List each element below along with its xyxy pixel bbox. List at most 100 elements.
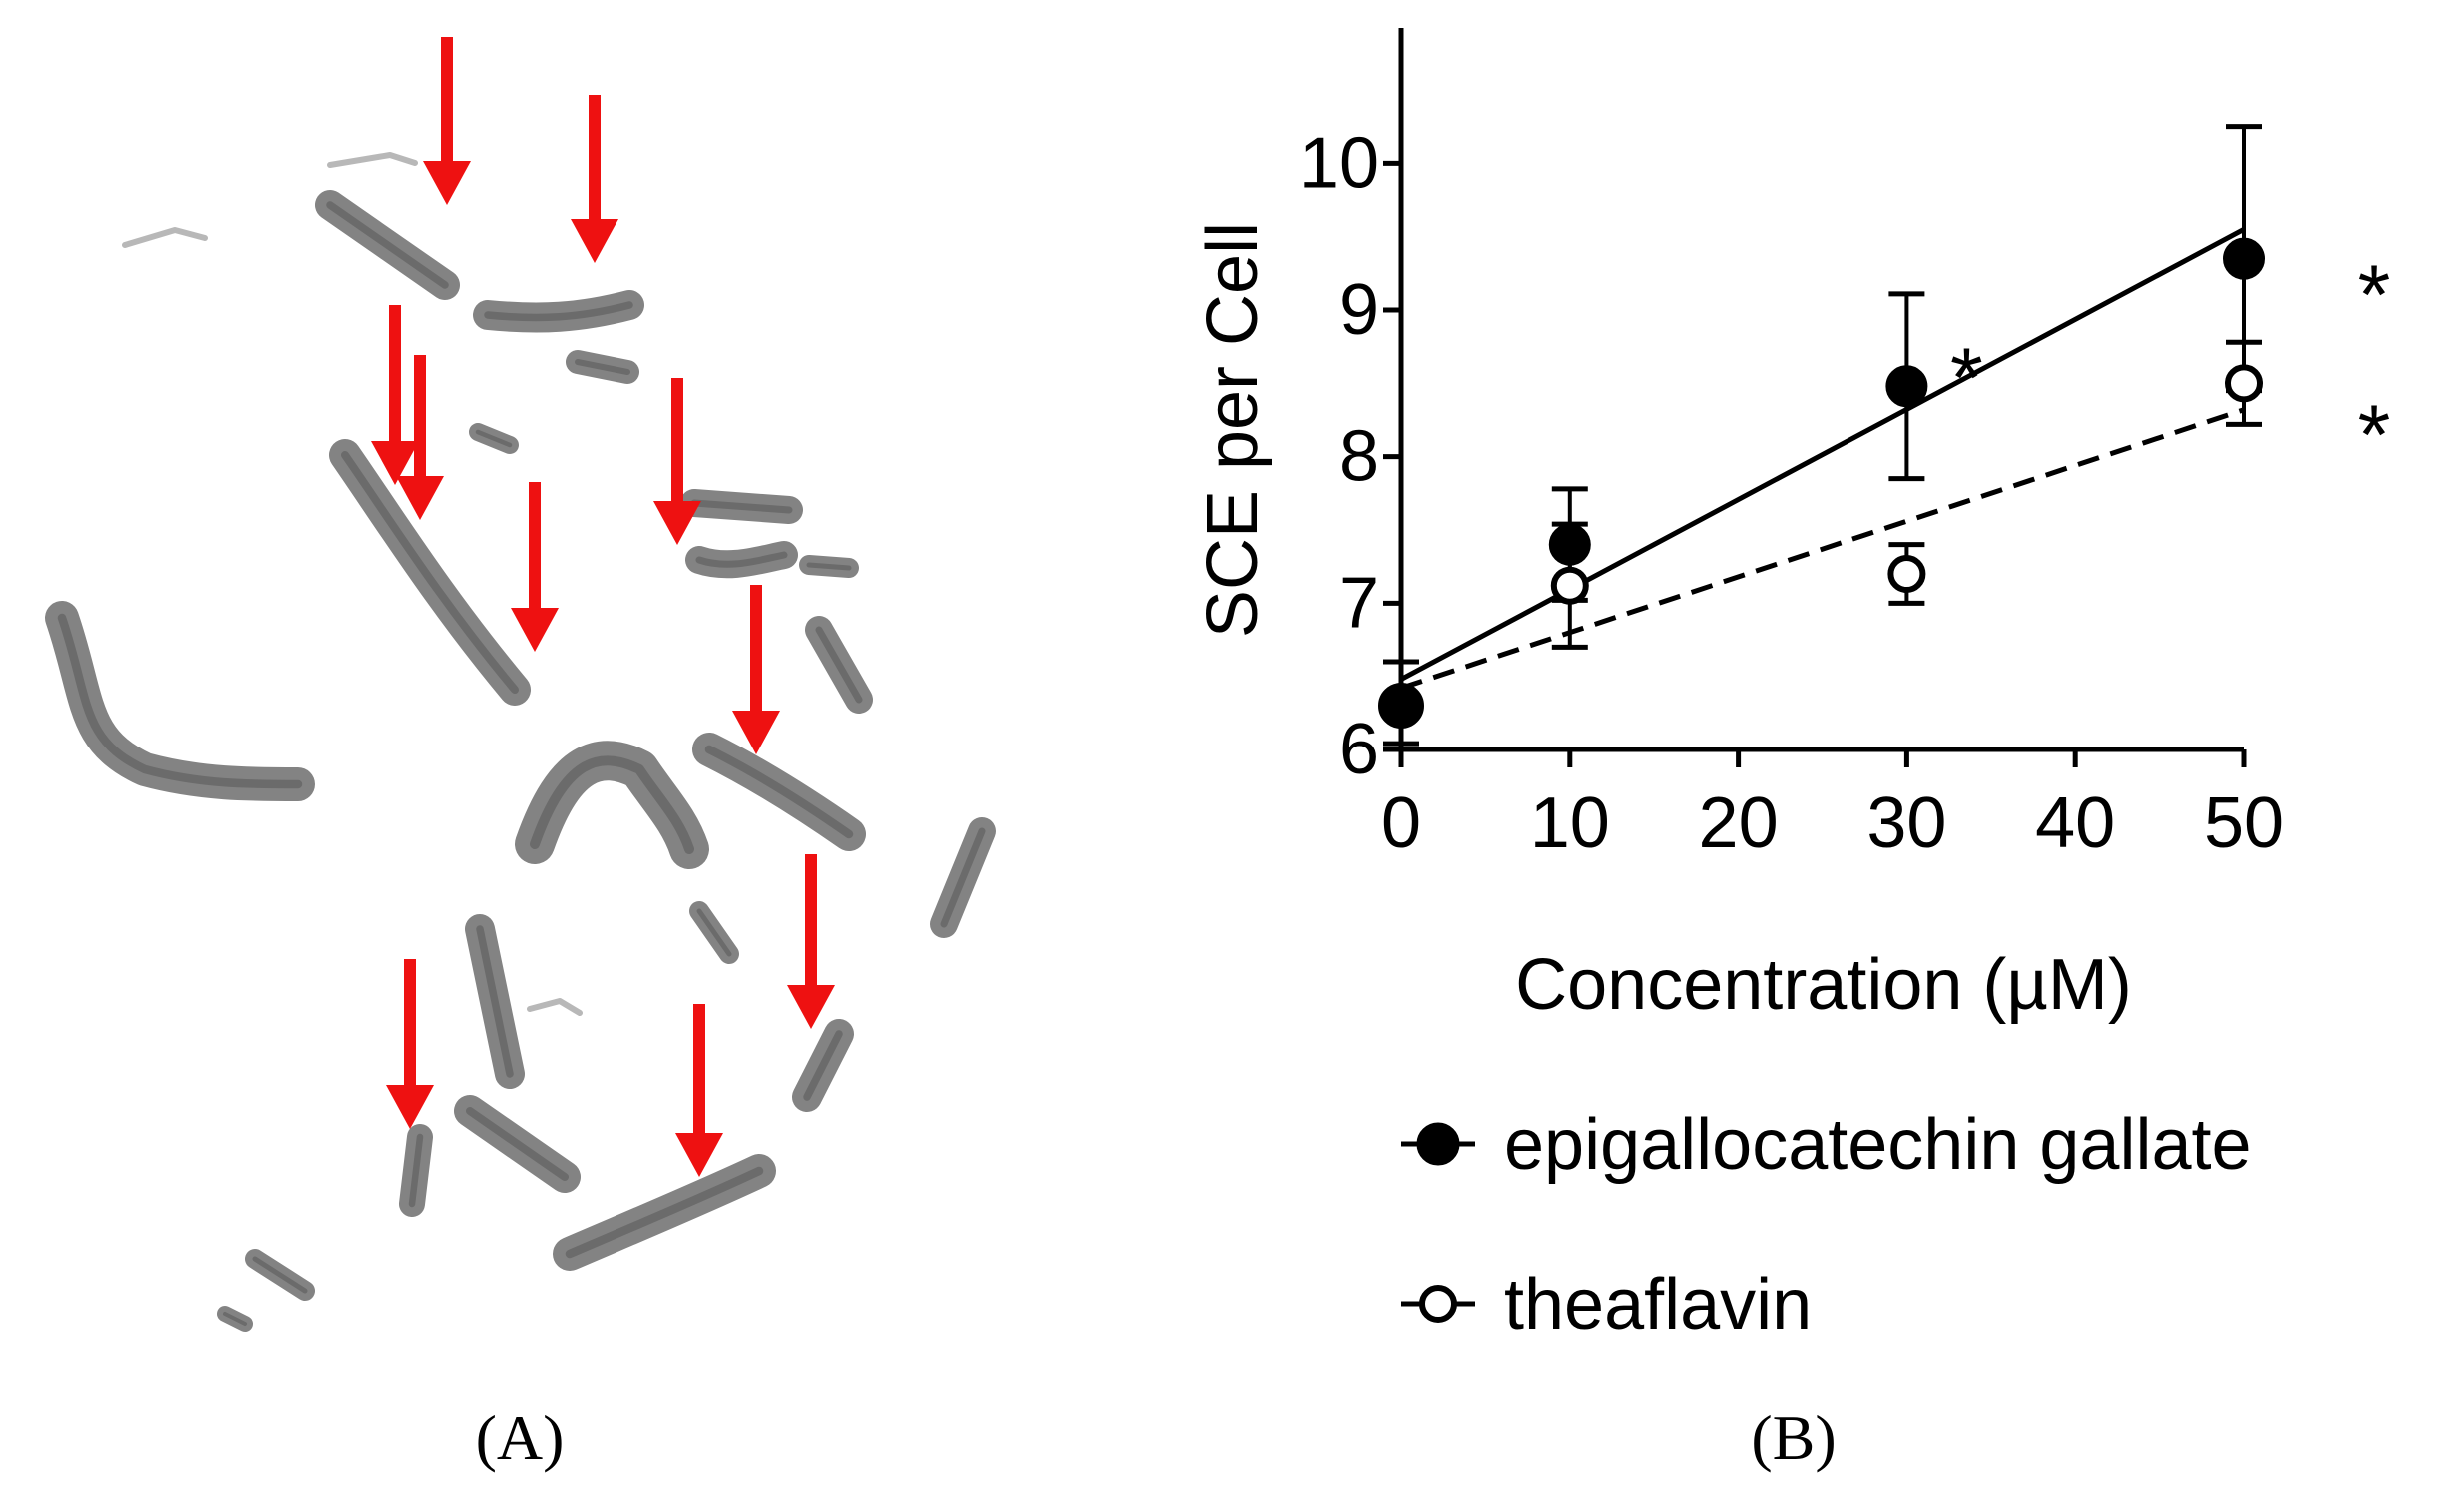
y-tick-label: 7 [1339,563,1379,643]
axes: 6 7 8 9 10 0 10 20 30 40 50 [1299,28,2284,863]
x-tick-label: 0 [1381,783,1421,863]
x-tick-label: 40 [2035,783,2115,863]
chromatid-core-2 [484,301,633,322]
arrow-head [732,711,780,754]
point-egcg-front [1378,683,1424,729]
red-arrow [371,305,419,485]
data-points [1378,237,2265,729]
legend-label-egcg: epigallocatechin gallate [1504,1105,2252,1185]
chromosome-11 [692,733,866,851]
chromosome-19 [245,1249,315,1301]
chromosome-1 [315,190,460,300]
chromatid-core-8 [806,562,852,571]
chromosome-12 [930,817,996,938]
x-tick-label: 10 [1530,783,1610,863]
arrow-head [653,501,701,545]
chromatid-core-11 [704,745,854,839]
red-arrow [396,355,444,520]
x-tick-label: 50 [2204,783,2284,863]
point-theaflavin [1550,566,1589,605]
debris-2 [527,998,583,1016]
point-theaflavin [1887,555,1926,593]
y-tick-label: 10 [1299,123,1379,203]
chromosome-0 [45,601,315,801]
chromosome-3 [566,350,639,384]
chromatid-core-7 [695,551,788,568]
legend: epigallocatechin gallate theaflavin [1401,1105,2252,1345]
fit-lines [1399,227,2246,691]
chromosome-4 [329,439,531,706]
chromosome-13 [465,914,525,1089]
chromatid-core-15 [803,1030,843,1101]
fit-line-egcg [1399,227,2246,682]
metaphase-chromosome-photo [45,37,996,1332]
arrow-head [571,219,618,263]
y-axis-label: SCE per Cell [1193,222,1273,638]
error-bars [1383,124,2262,752]
chromatid-core-17 [408,1133,424,1208]
red-arrow [571,95,618,263]
red-arrow [386,959,434,1129]
asterisk-annotation: * [2358,248,2391,342]
arrow-head [675,1133,723,1177]
point-egcg [2223,237,2265,280]
chromosome-6 [680,489,803,524]
chromosome-17 [399,1124,433,1217]
arrow-head [423,161,471,205]
sce-chart: 6 7 8 9 10 0 10 20 30 40 50 * * * SCE per Cell Conce… [1193,28,2390,1345]
chromatid-core-19 [252,1256,308,1294]
chromosome-5 [469,423,519,454]
red-arrow [511,482,559,652]
legend-marker-theaflavin [1419,1285,1457,1323]
panel-label-a: (A) [476,1402,565,1473]
red-arrow [732,585,780,754]
chromosome-20 [217,1306,253,1332]
chromosome-7 [685,541,798,579]
chromatid-core-0 [57,613,303,789]
chromosome-group [45,152,996,1332]
red-arrow [653,378,701,545]
chromatid-core-20 [223,1312,247,1326]
arrow-group [371,37,835,1177]
chromosome-14 [689,901,739,964]
debris-0 [122,227,208,248]
arrow-head [386,1085,434,1129]
chromatid-core-13 [476,925,514,1078]
point-theaflavin [2225,364,2263,403]
chromatid-core-6 [690,499,793,514]
chromatid-core-14 [696,908,732,957]
chromatid-core-1 [326,201,449,289]
red-arrow [787,854,835,1029]
chromatid-core-18 [565,1166,764,1259]
red-arrow [423,37,471,205]
y-tick-label: 6 [1339,710,1379,789]
arrow-head [511,608,559,652]
chromatid-core-10 [530,755,694,854]
chromosome-2 [473,290,644,333]
chromatid-core-12 [940,827,986,928]
x-axis-label: Concentration (µM) [1515,945,2132,1025]
y-tick-label: 8 [1339,417,1379,497]
legend-item-theaflavin: theaflavin [1401,1265,1812,1345]
point-egcg [1548,523,1591,566]
significance-annotations: * * * [1950,248,2390,482]
chromosome-18 [553,1154,776,1271]
chromatid-core-5 [475,429,513,448]
arrow-head [787,985,835,1029]
chromatid-core-16 [466,1107,569,1181]
legend-item-egcg: epigallocatechin gallate [1401,1105,2252,1185]
fit-line-theaflavin [1400,407,2245,691]
red-arrow [675,1004,723,1177]
debris-1 [327,152,418,168]
legend-marker-egcg [1416,1122,1460,1166]
arrow-head [396,476,444,520]
chromosome-9 [805,616,873,714]
legend-label-theaflavin: theaflavin [1504,1265,1812,1345]
chromosome-16 [454,1095,581,1193]
y-tick-label: 9 [1339,270,1379,350]
arrow-head [371,441,419,485]
chromosome-15 [792,1019,854,1112]
panel-label-b: (B) [1751,1402,1836,1473]
x-tick-label: 20 [1699,783,1779,863]
